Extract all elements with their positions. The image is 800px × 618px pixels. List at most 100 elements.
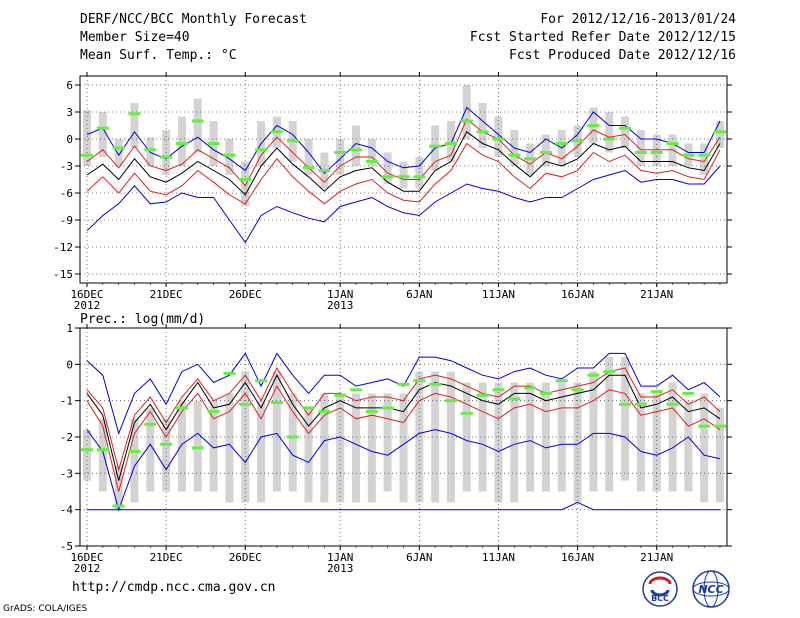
forecast-period: For 2012/12/16-2013/01/24 <box>540 12 736 27</box>
spread-box <box>494 382 503 503</box>
spread-box <box>478 382 487 492</box>
spread-box <box>272 371 281 492</box>
spread-box <box>526 382 535 492</box>
spread-box <box>304 139 313 175</box>
observed-marker <box>650 390 663 394</box>
y-tick-label: -15 <box>53 268 73 281</box>
header-left: DERF/NCC/BCC Monthly Forecast Member Siz… <box>80 11 307 65</box>
observed-marker <box>270 130 283 134</box>
x-tick-label: 1JAN <box>327 288 354 301</box>
observed-marker <box>255 148 268 152</box>
spread-box <box>716 407 724 503</box>
spread-box <box>367 393 376 503</box>
spread-box <box>352 393 361 503</box>
spread-box <box>636 130 645 166</box>
observed-marker <box>318 410 331 414</box>
spread-box <box>320 393 329 503</box>
observed-marker <box>160 442 173 446</box>
fcst-produced-date: Fcst Produced Date 2012/12/16 <box>509 48 736 63</box>
spread-box <box>98 418 107 492</box>
x-tick-label: 6JAN <box>406 288 433 301</box>
spread-box <box>130 418 139 503</box>
observed-marker <box>191 119 204 123</box>
observed-marker <box>223 153 236 157</box>
series-min-line <box>86 165 721 244</box>
observed-marker <box>239 402 252 406</box>
y-tick-label: -2 <box>60 431 73 444</box>
spread-box <box>383 393 392 492</box>
y-tick-label: -1 <box>60 395 73 408</box>
spread-box <box>146 407 155 492</box>
x-tick-label: 21JAN <box>640 288 673 301</box>
x-tick-label: 16JAN <box>561 288 594 301</box>
spread-box <box>573 382 582 503</box>
observed-marker <box>334 393 347 397</box>
spread-box <box>193 98 202 153</box>
series-max-line <box>86 106 721 174</box>
observed-marker <box>286 139 299 143</box>
observed-marker <box>128 112 141 116</box>
series-max-line <box>86 352 721 435</box>
spread-box <box>462 382 471 492</box>
x-tick-year: 2012 <box>74 299 101 312</box>
observed-marker <box>634 151 647 154</box>
observed-marker <box>539 151 552 154</box>
observed-marker <box>539 391 552 395</box>
spread-box <box>446 121 455 162</box>
observed-marker <box>524 386 537 390</box>
x-tick-label: 26DEC <box>229 551 262 564</box>
spread-box <box>162 418 171 492</box>
variable-label: Mean Surf. Temp.: °C <box>80 48 237 63</box>
bcc-logo: BCC <box>642 571 678 607</box>
observed-marker <box>476 393 489 397</box>
x-tick-label: 11JAN <box>482 288 515 301</box>
spread-box <box>209 400 218 492</box>
observed-marker <box>587 124 600 127</box>
observed-marker <box>429 382 442 386</box>
observed-marker <box>603 137 616 141</box>
observed-marker <box>571 139 584 143</box>
chart-title: DERF/NCC/BCC Monthly Forecast <box>80 12 307 27</box>
observed-marker <box>460 119 473 123</box>
observed-marker <box>682 153 695 157</box>
spread-box <box>399 393 408 503</box>
observed-marker <box>207 410 220 414</box>
series-upper-line <box>86 118 721 187</box>
bcc-logo-arc-red <box>648 576 672 585</box>
x-tick-label: 11JAN <box>482 551 515 564</box>
ncc-logo-text: NCC <box>698 583 723 596</box>
series-mean-line <box>86 374 721 481</box>
spread-box <box>700 393 709 503</box>
spread-box <box>177 400 186 492</box>
spread-box <box>621 357 630 481</box>
x-tick-label: 21DEC <box>150 551 183 564</box>
spread-box <box>589 371 598 492</box>
observed-marker <box>302 406 315 410</box>
x-tick-label: 16DEC <box>70 551 103 564</box>
spread-box <box>684 400 693 492</box>
observed-marker <box>460 411 473 415</box>
x-tick-label: 26DEC <box>229 288 262 301</box>
observed-marker <box>619 126 632 130</box>
spread-box <box>636 393 645 492</box>
observed-marker <box>476 130 489 134</box>
spread-box <box>352 125 361 166</box>
series-lower-line <box>86 385 721 492</box>
observed-marker <box>381 406 394 410</box>
observed-marker <box>571 388 584 392</box>
spread-box <box>225 139 234 175</box>
footer-url[interactable]: http://cmdp.ncc.cma.gov.cn <box>72 580 276 595</box>
observed-marker <box>714 130 726 134</box>
spread-box <box>146 137 155 166</box>
spread-box <box>605 357 614 492</box>
spread-box <box>193 400 202 492</box>
bcc-logo-text: BCC <box>651 594 669 603</box>
y-tick-label: -9 <box>60 214 73 227</box>
observed-marker <box>508 153 521 157</box>
observed-marker <box>365 160 378 163</box>
spread-box <box>716 121 724 148</box>
series-floor-line <box>87 501 720 511</box>
observed-marker <box>650 151 663 154</box>
